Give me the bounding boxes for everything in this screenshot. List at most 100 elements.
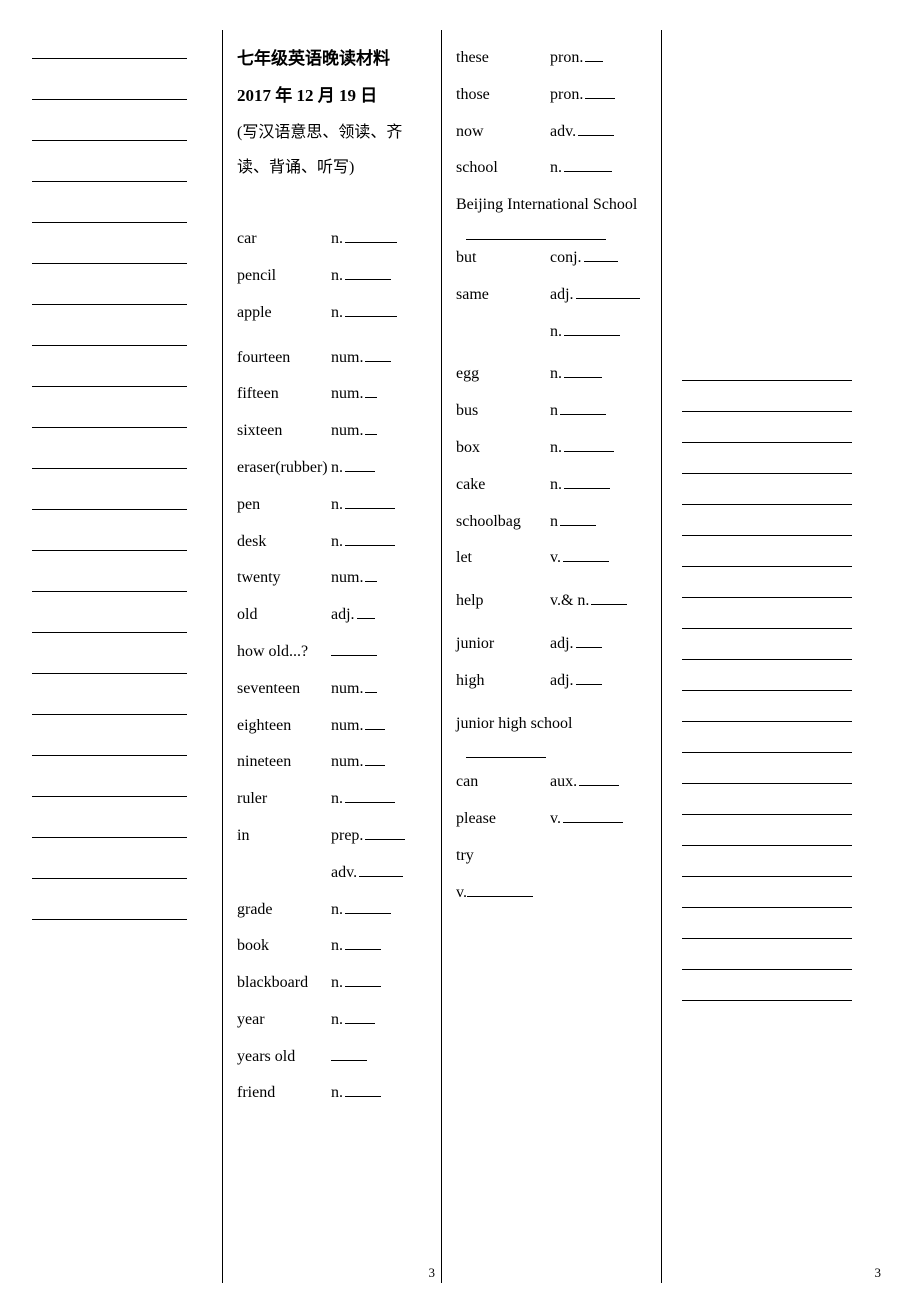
- answer-blank[interactable]: [585, 83, 615, 99]
- writing-blank[interactable]: [32, 181, 187, 182]
- writing-blank[interactable]: [32, 345, 187, 346]
- writing-blank[interactable]: [682, 783, 852, 784]
- writing-blank[interactable]: [682, 814, 852, 815]
- answer-blank[interactable]: [345, 1081, 381, 1097]
- part-of-speech: adv.: [550, 114, 576, 151]
- writing-blank[interactable]: [32, 591, 187, 592]
- writing-blank[interactable]: [682, 845, 852, 846]
- answer-blank[interactable]: [563, 807, 623, 823]
- writing-blank[interactable]: [32, 714, 187, 715]
- answer-blank[interactable]: [357, 603, 375, 619]
- vocab-row: carn.: [237, 221, 427, 258]
- answer-blank[interactable]: [365, 566, 377, 582]
- vocab-word: in: [237, 818, 331, 855]
- writing-blank[interactable]: [32, 673, 187, 674]
- writing-blank[interactable]: [32, 222, 187, 223]
- part-of-speech: n.: [331, 221, 343, 258]
- answer-blank[interactable]: [591, 589, 627, 605]
- vocab-row: nowadv.: [456, 114, 647, 151]
- writing-blank[interactable]: [682, 690, 852, 691]
- writing-blank[interactable]: [682, 969, 852, 970]
- answer-blank[interactable]: [331, 1045, 367, 1061]
- writing-blank[interactable]: [32, 919, 187, 920]
- vocab-word: pencil: [237, 258, 331, 295]
- writing-blank[interactable]: [32, 140, 187, 141]
- answer-blank[interactable]: [579, 770, 619, 786]
- writing-blank[interactable]: [682, 566, 852, 567]
- answer-blank[interactable]: [345, 227, 397, 243]
- answer-blank[interactable]: [365, 419, 377, 435]
- answer-blank[interactable]: [331, 640, 377, 656]
- answer-blank[interactable]: [365, 346, 391, 362]
- answer-blank[interactable]: [564, 362, 602, 378]
- vocab-word: twenty: [237, 560, 331, 597]
- vocab-row: twentynum.: [237, 560, 427, 597]
- answer-blank[interactable]: [563, 546, 609, 562]
- writing-blank[interactable]: [32, 796, 187, 797]
- answer-blank[interactable]: [345, 971, 381, 987]
- writing-blank[interactable]: [682, 535, 852, 536]
- answer-blank[interactable]: [576, 632, 602, 648]
- writing-blank[interactable]: [32, 468, 187, 469]
- answer-blank[interactable]: [345, 530, 395, 546]
- answer-blank[interactable]: [345, 787, 395, 803]
- answer-blank[interactable]: [345, 456, 375, 472]
- writing-blank[interactable]: [682, 504, 852, 505]
- writing-blank[interactable]: [682, 721, 852, 722]
- writing-blank[interactable]: [682, 411, 852, 412]
- writing-blank[interactable]: [32, 837, 187, 838]
- writing-blank[interactable]: [32, 427, 187, 428]
- writing-blank[interactable]: [682, 876, 852, 877]
- vocab-row: oldadj.: [237, 597, 427, 634]
- answer-blank[interactable]: [564, 436, 614, 452]
- part-of-speech: conj.: [550, 240, 582, 277]
- answer-blank[interactable]: [345, 264, 391, 280]
- answer-blank[interactable]: [560, 399, 606, 415]
- writing-blank[interactable]: [682, 442, 852, 443]
- answer-blank[interactable]: [365, 824, 405, 840]
- answer-blank[interactable]: [576, 669, 602, 685]
- writing-blank[interactable]: [682, 380, 852, 381]
- part-of-speech: adj.: [331, 597, 355, 634]
- answer-blank[interactable]: [564, 320, 620, 336]
- answer-blank[interactable]: [584, 246, 618, 262]
- part-of-speech: v.: [550, 801, 561, 838]
- writing-blank[interactable]: [32, 632, 187, 633]
- writing-blank[interactable]: [32, 58, 187, 59]
- answer-blank[interactable]: [365, 750, 385, 766]
- vocab-row: inprep.: [237, 818, 427, 855]
- writing-blank[interactable]: [682, 752, 852, 753]
- answer-blank[interactable]: [345, 301, 397, 317]
- answer-blank[interactable]: [345, 1008, 375, 1024]
- answer-blank[interactable]: [564, 156, 612, 172]
- answer-blank[interactable]: [345, 934, 381, 950]
- writing-blank[interactable]: [32, 263, 187, 264]
- answer-blank[interactable]: [564, 473, 610, 489]
- answer-blank[interactable]: [576, 283, 640, 299]
- writing-blank[interactable]: [32, 878, 187, 879]
- writing-blank[interactable]: [682, 1000, 852, 1001]
- answer-blank[interactable]: [560, 510, 596, 526]
- answer-blank[interactable]: [345, 898, 391, 914]
- writing-blank[interactable]: [682, 597, 852, 598]
- answer-blank[interactable]: [365, 677, 377, 693]
- writing-blank[interactable]: [32, 755, 187, 756]
- answer-blank[interactable]: [365, 382, 377, 398]
- writing-blank[interactable]: [32, 304, 187, 305]
- writing-blank[interactable]: [682, 659, 852, 660]
- vocab-word: high: [456, 663, 550, 700]
- answer-blank[interactable]: [585, 46, 603, 62]
- writing-blank[interactable]: [682, 938, 852, 939]
- writing-blank[interactable]: [682, 473, 852, 474]
- writing-blank[interactable]: [32, 99, 187, 100]
- answer-blank[interactable]: [345, 493, 395, 509]
- answer-blank[interactable]: [359, 861, 403, 877]
- writing-blank[interactable]: [682, 628, 852, 629]
- answer-blank[interactable]: [578, 120, 614, 136]
- writing-blank[interactable]: [32, 550, 187, 551]
- writing-blank[interactable]: [682, 907, 852, 908]
- vocab-row: eggn.: [456, 356, 647, 393]
- writing-blank[interactable]: [32, 386, 187, 387]
- writing-blank[interactable]: [32, 509, 187, 510]
- answer-blank[interactable]: [365, 714, 385, 730]
